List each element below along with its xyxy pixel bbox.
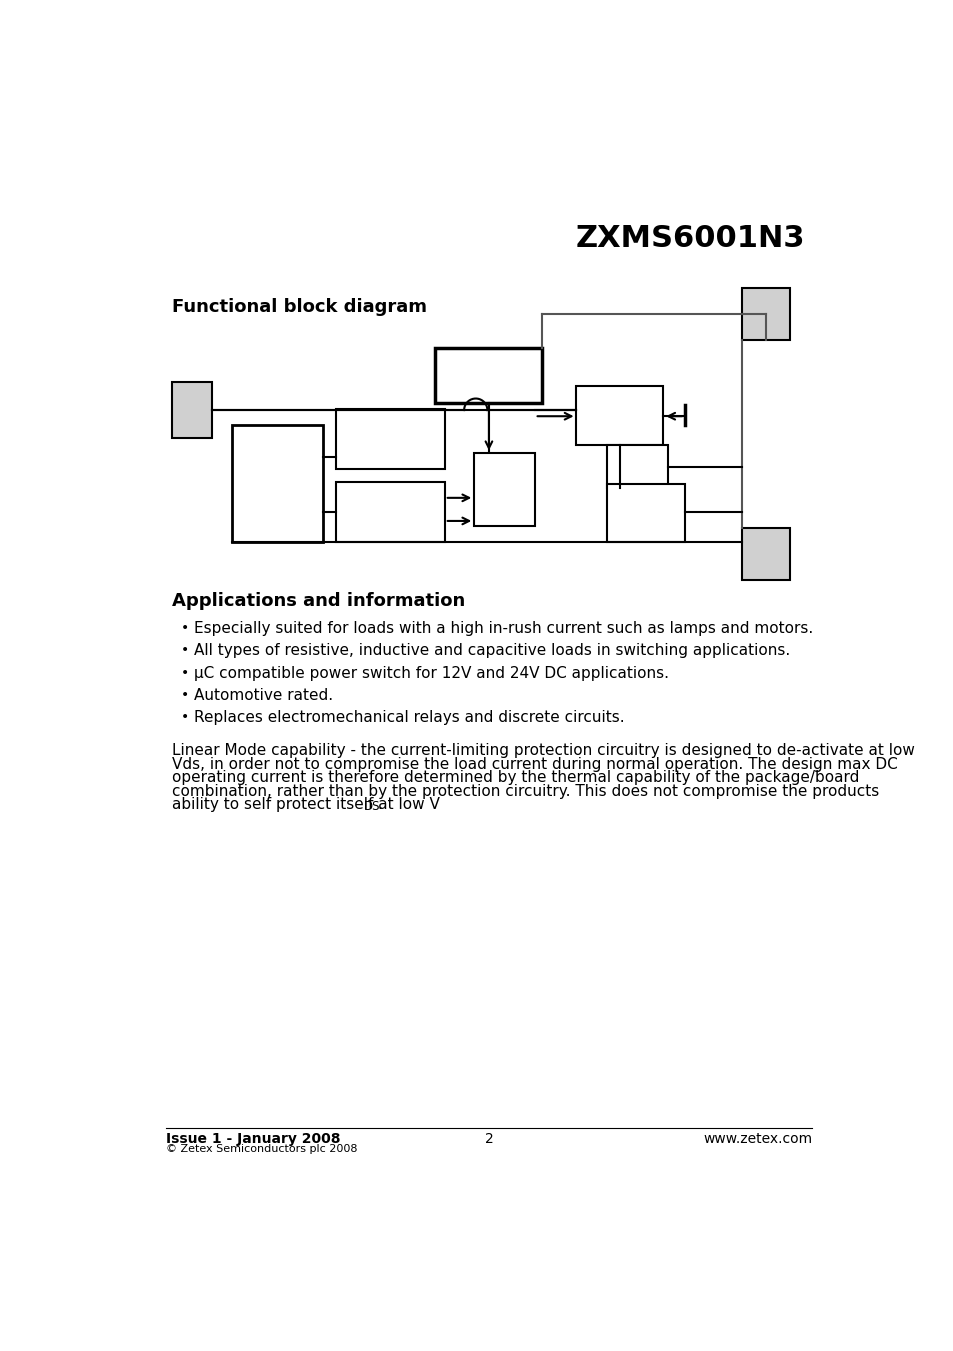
Text: •: • (181, 621, 190, 635)
Text: 2: 2 (484, 1132, 493, 1146)
Bar (607, 446, 667, 488)
Text: All types of resistive, inductive and capacitive loads in switching applications: All types of resistive, inductive and ca… (194, 643, 790, 658)
Text: Automotive rated.: Automotive rated. (194, 688, 334, 703)
Text: •: • (181, 688, 190, 703)
Text: •: • (181, 711, 190, 724)
Bar (335, 482, 444, 542)
Text: www.zetex.com: www.zetex.com (702, 1132, 811, 1146)
Text: © Zetex Semiconductors plc 2008: © Zetex Semiconductors plc 2008 (166, 1144, 356, 1154)
Bar (576, 386, 662, 446)
Text: Especially suited for loads with a high in-rush current such as lamps and motors: Especially suited for loads with a high … (194, 621, 813, 636)
Text: combination, rather than by the protection circuitry. This does not compromise t: combination, rather than by the protecti… (172, 784, 879, 798)
Bar (435, 347, 542, 403)
Bar (740, 528, 789, 580)
Text: •: • (181, 666, 190, 680)
Bar (172, 382, 212, 438)
Text: Vds, in order not to compromise the load current during normal operation. The de: Vds, in order not to compromise the load… (172, 757, 897, 771)
Bar (335, 409, 444, 469)
Text: Replaces electromechanical relays and discrete circuits.: Replaces electromechanical relays and di… (194, 711, 624, 725)
Text: Issue 1 - January 2008: Issue 1 - January 2008 (166, 1132, 340, 1146)
Text: ability to self protect itself at low V: ability to self protect itself at low V (172, 797, 439, 812)
Bar (740, 288, 789, 340)
Text: ZXMS6001N3: ZXMS6001N3 (575, 224, 804, 254)
Text: Linear Mode capability - the current-limiting protection circuitry is designed t: Linear Mode capability - the current-lim… (172, 743, 914, 758)
Text: •: • (181, 643, 190, 658)
Text: operating current is therefore determined by the thermal capability of the packa: operating current is therefore determine… (172, 770, 859, 785)
Text: .: . (377, 797, 382, 812)
Text: Functional block diagram: Functional block diagram (172, 297, 427, 316)
Text: μC compatible power switch for 12V and 24V DC applications.: μC compatible power switch for 12V and 2… (194, 666, 669, 681)
Bar (232, 424, 323, 542)
Bar (607, 484, 684, 542)
Text: Applications and information: Applications and information (172, 592, 465, 609)
Text: DS: DS (364, 800, 380, 813)
Bar (474, 453, 534, 527)
